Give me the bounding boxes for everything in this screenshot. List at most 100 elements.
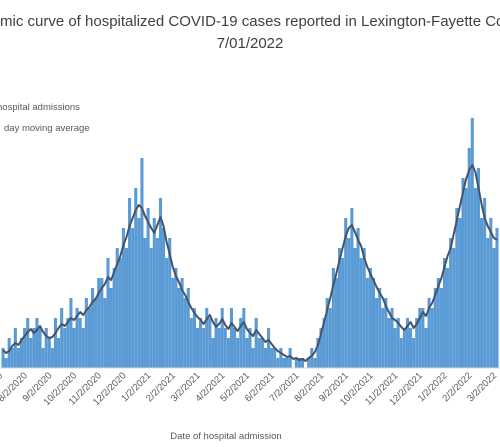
bar [285,358,289,368]
bar [208,318,212,368]
bar [220,308,224,368]
bar [254,318,258,368]
bar [171,278,175,368]
bar [467,148,471,368]
bar [1,348,5,368]
bar [288,348,292,368]
bar [415,318,419,368]
bar [121,228,125,368]
bar [4,358,8,368]
bar [378,288,382,368]
bar [78,318,82,368]
bar [75,308,79,368]
bar [356,228,360,368]
bar [473,188,477,368]
bar [470,118,474,368]
bar [60,308,64,368]
bar [84,298,88,368]
bar [16,348,20,368]
bar [359,258,363,368]
bar [245,338,249,368]
bar [313,358,317,368]
bar [128,198,132,368]
bar [427,298,431,368]
bar [449,238,453,368]
bar [100,278,104,368]
bar [350,208,354,368]
bar [393,328,397,368]
bar [229,308,234,368]
bar [371,278,376,368]
bar [325,298,329,368]
bar [10,348,14,368]
bar [328,308,332,368]
bar [436,278,440,368]
bar [331,268,335,368]
bar [387,318,391,368]
bar [199,318,203,368]
bar [297,358,301,368]
bar [195,328,200,368]
bar [458,218,462,368]
bar [165,258,169,368]
bar [442,258,447,368]
bar [251,348,255,368]
bar [480,218,484,368]
bar [322,318,326,368]
bar [168,238,172,368]
bar [7,338,11,368]
bar [50,348,54,368]
bar [23,328,27,368]
bar [143,238,147,368]
bar [430,308,434,368]
bar [390,308,394,368]
bar [214,318,218,368]
bar [260,338,264,368]
bar [162,228,166,368]
bar [174,268,178,368]
bar [464,188,468,368]
bar [381,308,385,368]
bar [337,248,342,368]
bar [205,308,209,368]
bar [217,328,221,368]
bar [365,278,369,368]
bar [368,268,372,368]
bar [248,328,252,368]
x-axis-title: Date of hospital admission [170,431,281,442]
chart-title: mic curve of hospitalized COVID-19 cases… [0,13,500,30]
bar [109,288,113,368]
bar [279,348,283,368]
bar [155,238,159,368]
bar [158,198,163,368]
bar [137,218,141,368]
bar [239,318,243,368]
bar [489,218,493,368]
bar [233,328,237,368]
bar [180,278,184,368]
bar [396,318,400,368]
bar [47,338,51,368]
bar [455,208,459,368]
bar [97,278,101,368]
bar [106,258,110,368]
bar [35,318,39,368]
bar [186,288,190,368]
bar [446,268,450,368]
bar [223,328,227,368]
bar [412,338,416,368]
bar [94,298,98,368]
bar [140,158,144,368]
bar [29,338,33,368]
bar [53,318,58,368]
bar [257,338,261,368]
chart-subtitle: 7/01/2022 [217,35,284,52]
bar [282,358,286,368]
bar [347,238,351,368]
bar [19,338,24,368]
bar [405,318,410,368]
bar [66,318,70,368]
bar [402,328,406,368]
bar [189,318,193,368]
